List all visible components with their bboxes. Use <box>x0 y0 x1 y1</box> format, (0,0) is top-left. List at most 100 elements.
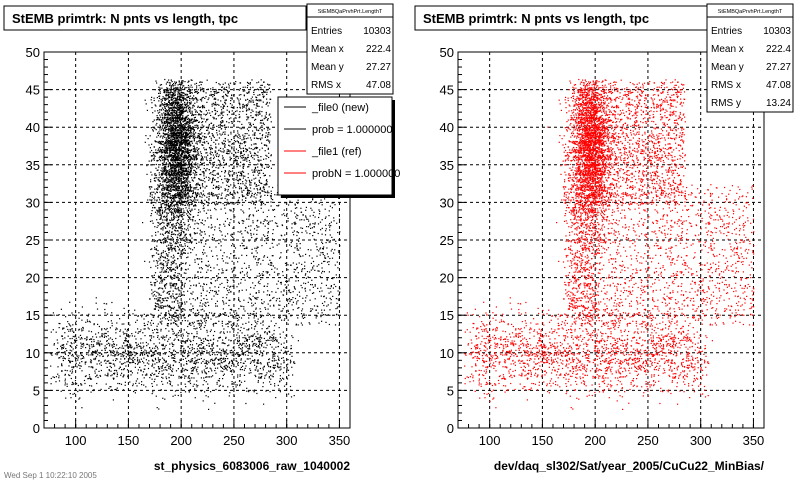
data-point <box>191 179 194 181</box>
data-point <box>164 122 166 125</box>
data-point <box>156 136 158 138</box>
data-point <box>260 99 262 101</box>
data-point <box>254 114 257 116</box>
data-point <box>163 194 165 196</box>
data-point <box>188 149 190 151</box>
data-point <box>168 107 171 109</box>
data-point <box>172 130 174 132</box>
data-point <box>157 231 159 233</box>
data-point <box>126 334 128 336</box>
data-point <box>203 351 205 353</box>
data-point <box>182 181 185 183</box>
data-point <box>199 353 202 355</box>
data-point <box>178 132 180 134</box>
data-point <box>207 112 209 114</box>
data-point <box>258 105 260 107</box>
data-point <box>187 174 189 176</box>
data-point <box>240 172 243 174</box>
data-point <box>233 139 236 142</box>
data-point <box>179 130 181 132</box>
data-point <box>164 106 166 108</box>
data-point <box>178 174 180 176</box>
data-point <box>174 234 177 236</box>
data-point <box>201 171 203 173</box>
data-point <box>243 142 246 144</box>
data-point <box>167 142 169 144</box>
data-point <box>190 131 192 133</box>
data-point <box>171 148 173 150</box>
data-point <box>165 109 167 111</box>
data-point <box>183 181 185 183</box>
data-point <box>253 188 255 190</box>
data-point <box>235 172 237 174</box>
data-point <box>196 168 198 170</box>
data-point <box>186 189 189 192</box>
data-point <box>158 177 160 179</box>
data-point <box>170 142 172 144</box>
data-point <box>216 155 218 157</box>
data-point <box>175 100 177 102</box>
data-point <box>174 164 176 166</box>
data-point <box>168 109 170 111</box>
data-point <box>171 164 173 166</box>
data-point <box>162 362 164 364</box>
data-point <box>163 128 165 130</box>
data-point <box>179 154 181 156</box>
data-point <box>182 108 185 111</box>
data-point <box>173 207 175 209</box>
data-point <box>181 96 183 98</box>
data-point <box>158 97 161 99</box>
data-point <box>161 154 163 157</box>
data-point <box>267 83 269 85</box>
data-point <box>163 163 165 166</box>
data-point <box>160 101 162 103</box>
data-point <box>259 113 261 115</box>
data-point <box>169 117 171 119</box>
data-point <box>261 84 263 86</box>
data-point <box>157 151 159 154</box>
data-point <box>197 133 199 135</box>
data-point <box>235 159 237 162</box>
data-point <box>222 203 224 205</box>
data-point <box>232 328 234 330</box>
data-point <box>194 135 196 137</box>
data-point <box>169 96 171 98</box>
data-point <box>96 343 98 345</box>
data-point <box>180 160 183 162</box>
data-point <box>248 321 250 323</box>
data-point <box>188 105 190 107</box>
data-point <box>283 306 286 308</box>
data-point <box>179 135 181 137</box>
data-point <box>236 110 238 112</box>
data-point <box>250 155 252 158</box>
data-point <box>188 80 190 82</box>
data-point <box>180 190 183 192</box>
data-point <box>223 161 225 164</box>
data-point <box>196 174 198 176</box>
data-point <box>191 97 194 99</box>
data-point <box>192 137 194 139</box>
data-point <box>283 359 285 362</box>
data-point <box>160 105 162 107</box>
data-point <box>233 150 235 152</box>
data-point <box>189 122 191 125</box>
data-point <box>178 134 180 136</box>
data-point <box>155 119 158 121</box>
data-point <box>193 163 196 165</box>
data-point <box>172 121 174 123</box>
data-point <box>182 157 184 159</box>
data-point <box>215 88 217 91</box>
data-point <box>193 196 195 199</box>
data-point <box>166 140 168 143</box>
data-point <box>216 110 218 113</box>
data-point <box>252 130 254 132</box>
data-point <box>189 185 192 187</box>
data-point <box>156 122 158 125</box>
data-point <box>155 80 157 82</box>
data-point <box>222 103 224 106</box>
data-point <box>175 216 177 218</box>
data-point <box>231 94 233 97</box>
data-point <box>188 107 190 109</box>
data-point <box>164 128 167 130</box>
data-point <box>264 150 266 152</box>
